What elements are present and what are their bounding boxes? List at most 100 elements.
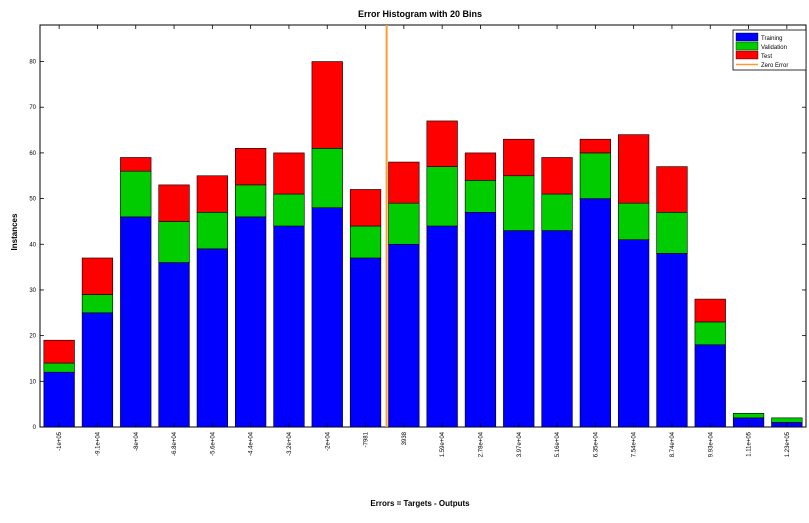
legend-swatch-validation: [735, 41, 759, 51]
x-tick-label: 1.11e+05: [747, 431, 753, 456]
legend-label: Training: [761, 36, 782, 42]
legend: Training Validation Test Zero Error: [732, 29, 807, 71]
bar-test-7: [311, 61, 343, 149]
legend-swatch-training: [735, 32, 759, 42]
y-tick-label: 20: [29, 334, 36, 340]
bar-training-0: [43, 371, 75, 428]
x-tick-label: 1.59e+04: [440, 431, 446, 457]
bar-test-5: [235, 148, 267, 186]
x-tick-label: 3.97e+04: [517, 431, 523, 457]
bar-test-3: [158, 184, 190, 222]
bar-training-14: [579, 198, 611, 428]
x-tick-label: 3938: [402, 431, 408, 445]
bar-training-8: [349, 257, 382, 428]
x-tick-label: -5.6e+04: [210, 431, 216, 456]
x-tick-label: -1e+05: [57, 431, 63, 451]
bar-training-7: [311, 207, 343, 428]
y-tick-label: 60: [29, 151, 36, 157]
chart-title: Error Histogram with 20 Bins: [358, 9, 482, 19]
x-axis-label: Errors = Targets - Outputs: [370, 499, 470, 508]
bar-validation-1: [81, 294, 114, 314]
plot-frame: [39, 24, 807, 428]
bar-validation-14: [579, 152, 611, 199]
bar-validation-2: [120, 170, 152, 218]
bar-test-2: [120, 157, 152, 172]
bar-training-13: [541, 230, 573, 428]
bar-validation-17: [694, 321, 726, 346]
bar-validation-15: [618, 202, 650, 241]
bar-validation-11: [464, 180, 497, 213]
bar-validation-3: [158, 221, 190, 263]
bar-training-12: [503, 230, 535, 428]
bar-training-17: [694, 344, 726, 428]
y-tick-label: 80: [29, 60, 36, 66]
bar-training-3: [158, 262, 190, 428]
y-tick-label: 50: [29, 197, 36, 203]
x-tick-label: -6.8e+04: [172, 431, 178, 456]
bar-test-12: [503, 138, 535, 177]
bar-test-10: [426, 120, 458, 167]
x-tick-label: -4.4e+04: [249, 431, 255, 456]
x-tick-label: -7981: [364, 431, 370, 447]
bar-test-9: [388, 161, 420, 204]
legend-swatch-test: [735, 50, 759, 60]
bar-validation-12: [503, 175, 535, 231]
legend-label: Validation: [761, 45, 787, 51]
bar-validation-19: [771, 417, 803, 423]
bar-training-6: [273, 225, 305, 428]
bar-test-11: [464, 152, 497, 181]
bar-training-9: [388, 243, 420, 428]
bar-test-1: [81, 257, 114, 295]
legend-label: Zero Error: [761, 63, 788, 69]
x-tick-label: -9.1e+04: [95, 431, 101, 456]
x-tick-label: -3.2e+04: [287, 431, 293, 456]
bar-training-1: [81, 312, 114, 428]
x-tick-label: 2.78e+04: [478, 431, 484, 457]
x-tick-label: 9.93e+04: [708, 431, 714, 457]
bar-validation-8: [349, 225, 382, 259]
bar-training-5: [235, 216, 267, 428]
x-tick-label: -8e+04: [134, 431, 140, 451]
bar-test-16: [656, 166, 688, 213]
bar-validation-13: [541, 193, 573, 231]
y-tick-label: 10: [29, 379, 36, 385]
x-tick-label: 8.74e+04: [670, 431, 676, 457]
bar-validation-7: [311, 148, 343, 209]
y-tick-label: 40: [29, 242, 36, 248]
x-tick-label: -2e+04: [325, 431, 331, 451]
bar-test-13: [541, 157, 573, 195]
bar-test-15: [618, 134, 650, 204]
plot-area: 0 10 20 30 40 50 60 70 80 -1e+05 -9.1e+04 -8e+04 -6.…: [29, 24, 807, 457]
bar-test-0: [43, 339, 75, 364]
legend-label: Test: [761, 54, 772, 60]
y-tick-label: 30: [29, 288, 36, 294]
bar-training-15: [618, 239, 650, 428]
y-axis-label: Instances: [10, 213, 19, 250]
bar-validation-0: [43, 362, 75, 373]
bar-test-17: [694, 298, 726, 323]
bar-validation-10: [426, 166, 458, 227]
bar-training-4: [196, 248, 228, 428]
bar-test-4: [196, 175, 228, 213]
bar-training-11: [464, 211, 497, 428]
bar-training-16: [656, 253, 688, 428]
bar-training-2: [120, 216, 152, 428]
bar-test-6: [273, 152, 305, 195]
bar-validation-9: [388, 202, 420, 245]
bar-validation-18: [732, 412, 765, 419]
x-tick-label: 7.54e+04: [632, 431, 638, 457]
bar-test-8: [349, 189, 382, 227]
bar-test-14: [579, 138, 611, 154]
y-tick-label: 0: [33, 425, 37, 431]
bar-training-10: [426, 225, 458, 428]
x-tick-label: 6.35e+04: [593, 431, 599, 457]
bar-validation-5: [235, 184, 267, 218]
bar-validation-6: [273, 193, 305, 227]
x-tick-label: 1.23e+05: [785, 431, 791, 457]
bar-validation-16: [656, 211, 688, 254]
y-tick-label: 70: [29, 105, 36, 111]
bar-validation-4: [196, 211, 228, 250]
x-tick-label: 5.16e+04: [555, 431, 561, 457]
